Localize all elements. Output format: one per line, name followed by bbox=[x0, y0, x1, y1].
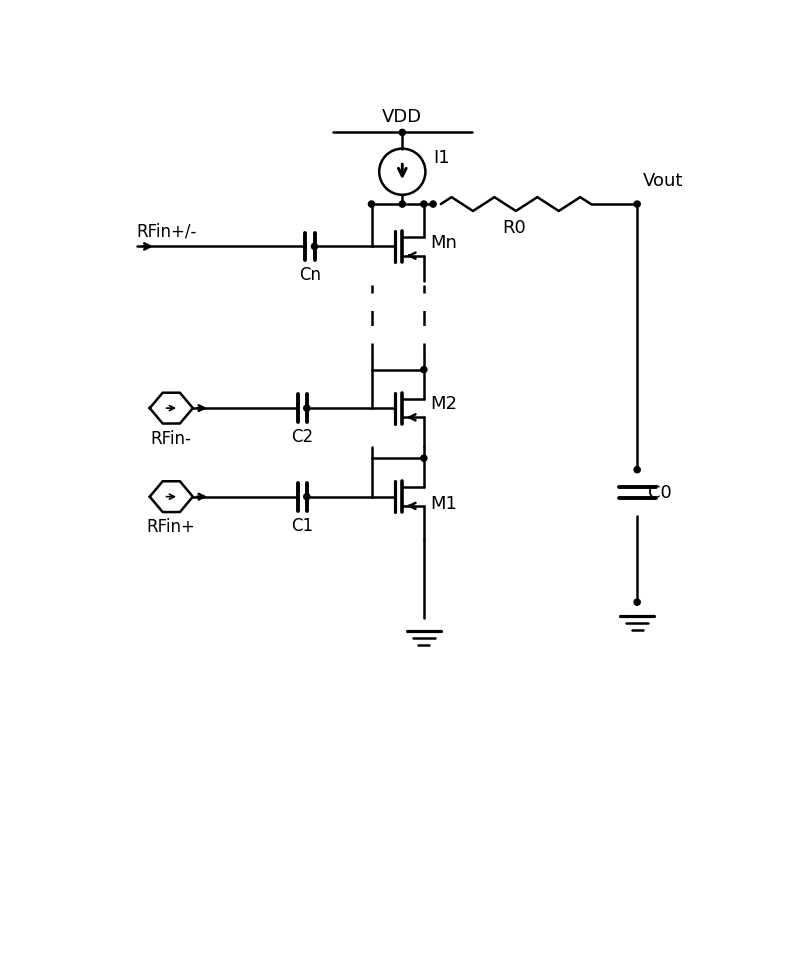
Text: RFin+/-: RFin+/- bbox=[137, 222, 197, 240]
Circle shape bbox=[304, 405, 310, 411]
Circle shape bbox=[311, 243, 318, 249]
Circle shape bbox=[634, 201, 640, 207]
Text: C0: C0 bbox=[648, 484, 672, 502]
Circle shape bbox=[304, 493, 310, 500]
Circle shape bbox=[369, 201, 374, 207]
Circle shape bbox=[634, 467, 640, 473]
Text: R0: R0 bbox=[502, 219, 526, 237]
Circle shape bbox=[430, 201, 436, 207]
Circle shape bbox=[421, 201, 427, 207]
Text: VDD: VDD bbox=[382, 108, 422, 126]
Circle shape bbox=[634, 599, 640, 606]
Text: Cn: Cn bbox=[299, 266, 321, 285]
Text: C2: C2 bbox=[291, 428, 314, 446]
Circle shape bbox=[399, 201, 406, 207]
Circle shape bbox=[421, 366, 427, 373]
Text: Vout: Vout bbox=[643, 172, 684, 190]
Text: M2: M2 bbox=[430, 395, 457, 413]
Circle shape bbox=[399, 130, 406, 136]
Text: Mn: Mn bbox=[430, 234, 457, 252]
Circle shape bbox=[421, 455, 427, 461]
Text: I1: I1 bbox=[433, 149, 450, 167]
Text: C1: C1 bbox=[291, 516, 314, 535]
Text: M1: M1 bbox=[430, 495, 457, 514]
Text: RFin-: RFin- bbox=[151, 429, 192, 448]
Text: RFin+: RFin+ bbox=[147, 518, 196, 536]
